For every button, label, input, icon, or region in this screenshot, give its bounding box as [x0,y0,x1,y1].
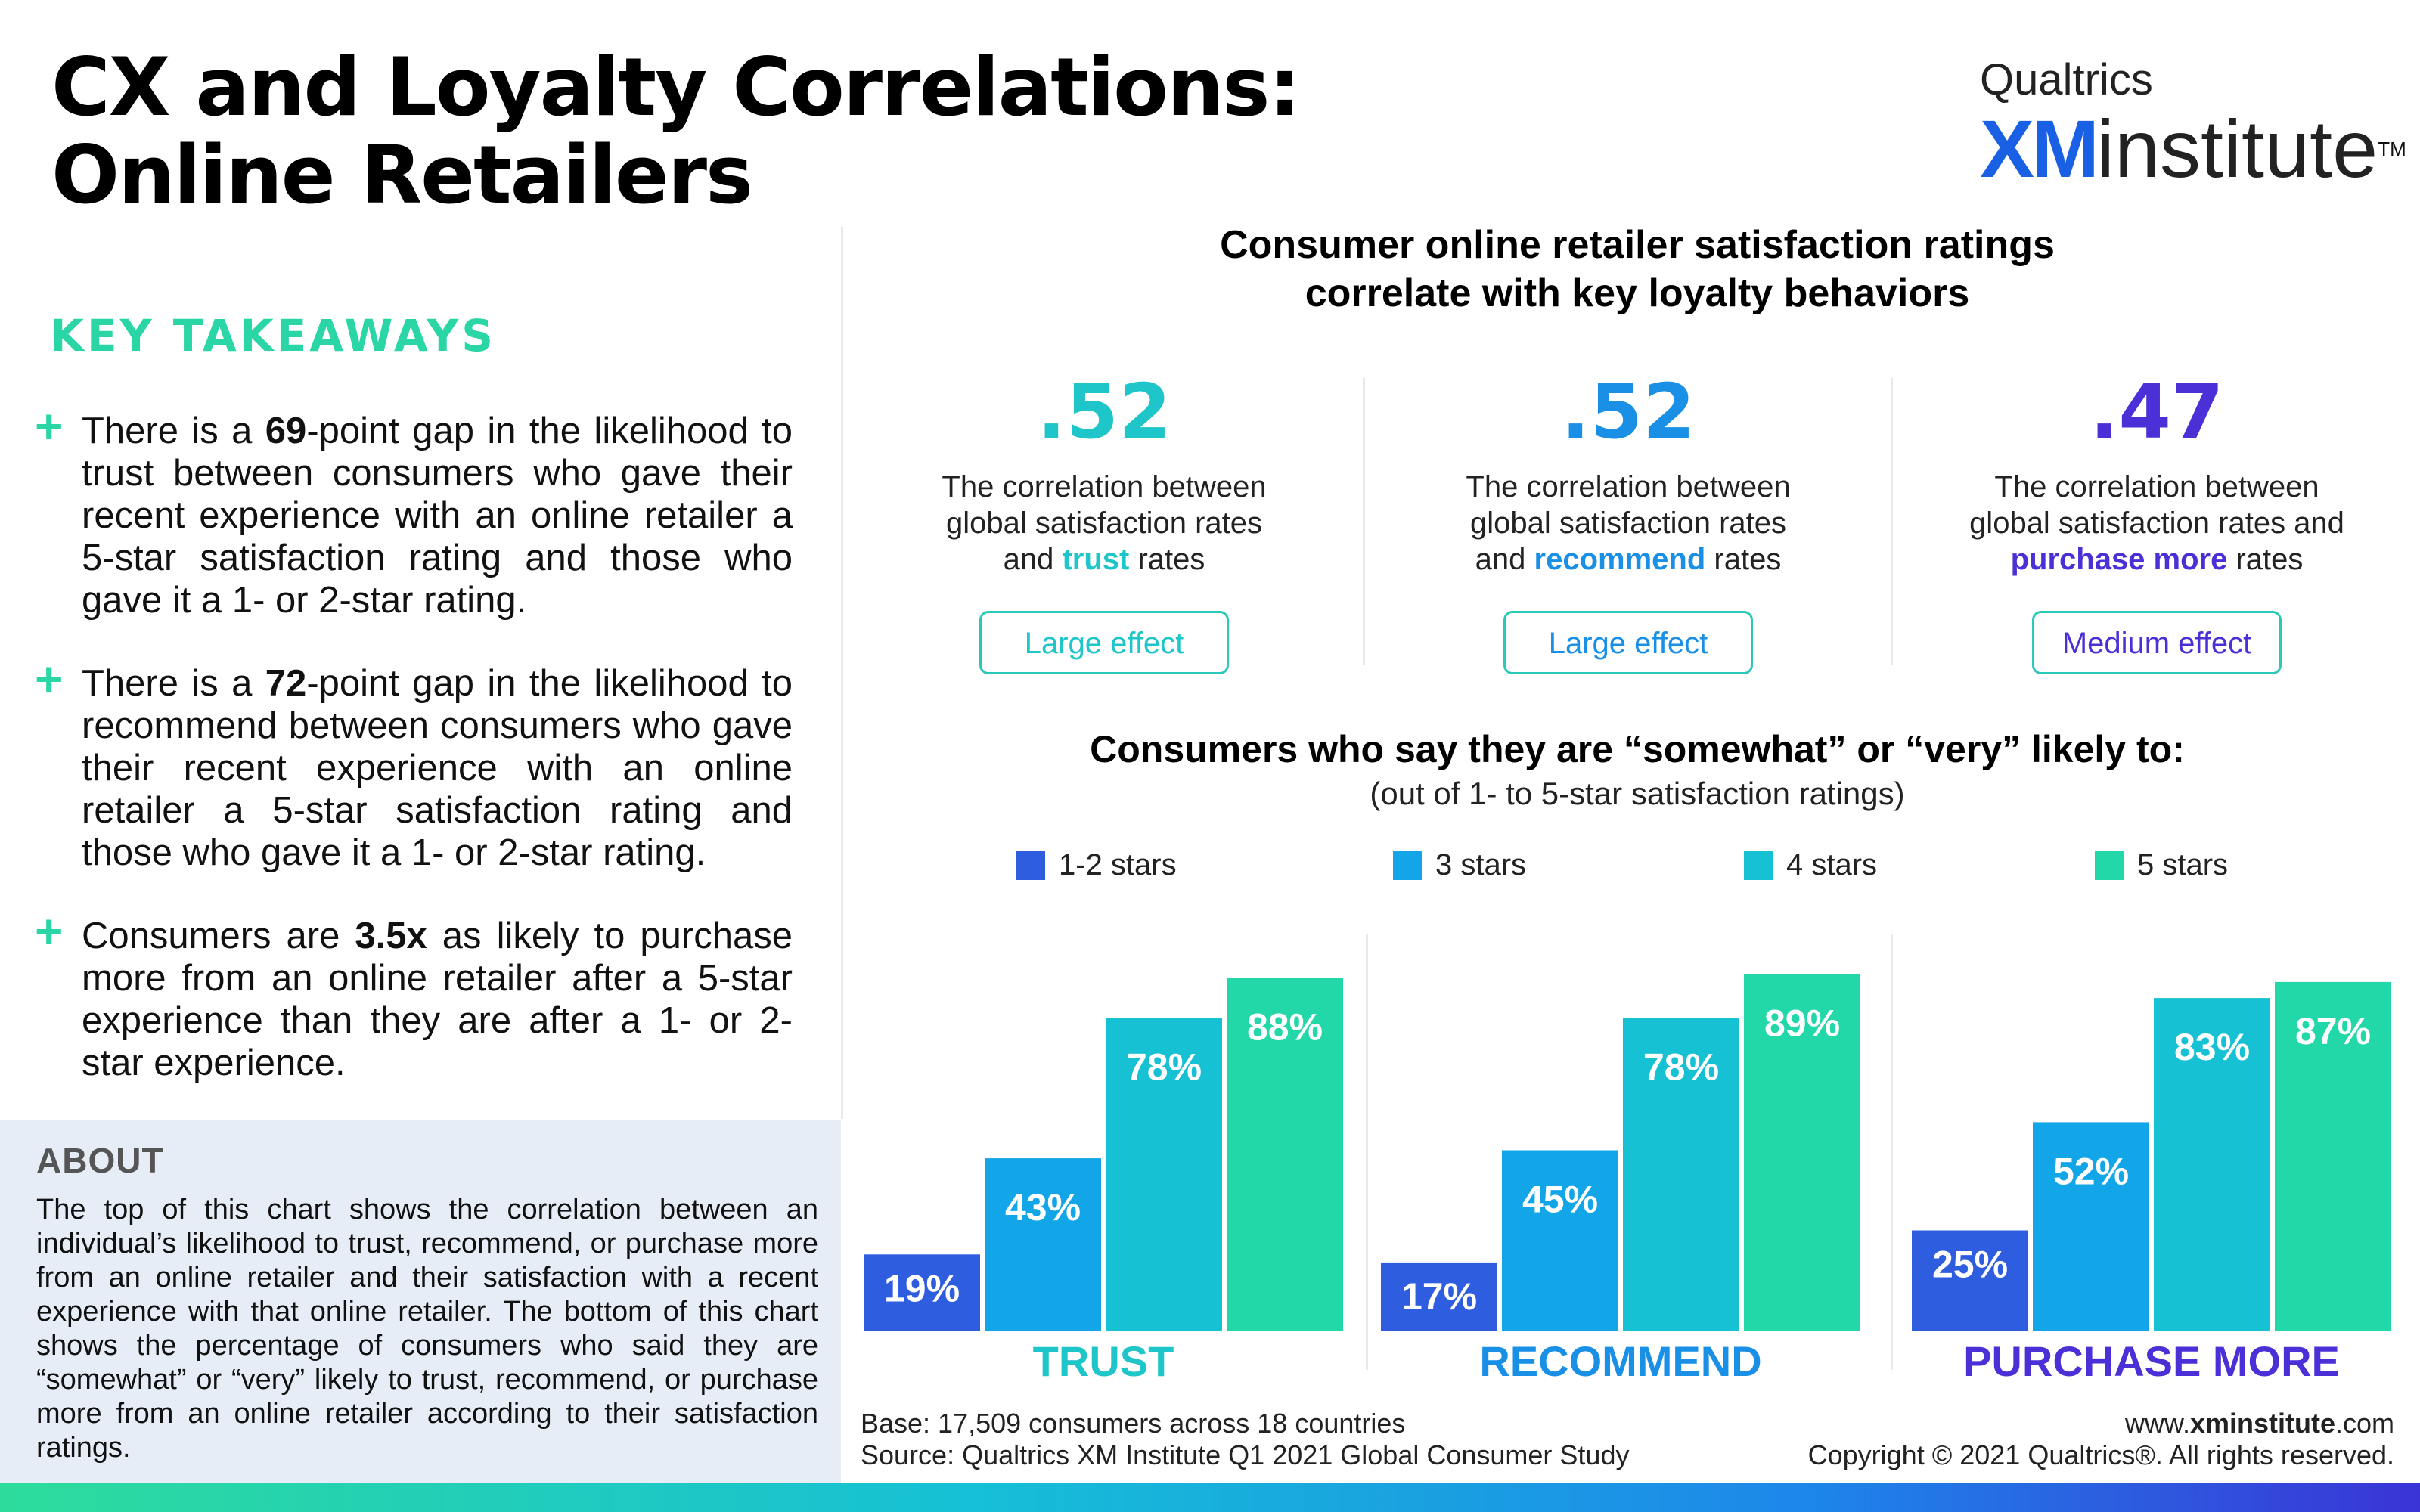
bar-value-label: 45% [1522,1179,1598,1221]
column-divider [1891,378,1893,665]
bar-value-label: 19% [884,1267,960,1309]
about-heading: ABOUT [36,1141,164,1180]
takeaway-item: + There is a 72-point gap in the likelih… [35,655,793,874]
category-label: PURCHASE MORE [1963,1337,2340,1385]
effect-size-badge: Medium effect [2032,611,2282,674]
bar-value-label: 88% [1247,1006,1323,1049]
logo-xm-text: XM [1980,103,2099,194]
legend-swatch [1016,850,1045,880]
correlation-heading: Consumer online retailer satisfaction ra… [1220,223,2055,315]
plus-icon: + [35,652,64,706]
logo-tm: TM [2378,138,2406,160]
bar-value-label: 83% [2174,1026,2250,1068]
legend-item: 5 stars [2095,848,2228,882]
correlation-description: The correlation between global satisfact… [942,470,1267,576]
correlation-value: .52 [1037,367,1171,456]
bar-value-label: 78% [1643,1046,1719,1089]
bar [2154,998,2270,1331]
legend-swatch [2095,850,2124,880]
correlation-value: .47 [2090,367,2224,456]
correlation-recommend: .52 The correlation between global satis… [1371,370,1885,674]
legend-item: 3 stars [1393,848,1526,882]
takeaway-item: + There is a 69-point gap in the likelih… [35,402,793,621]
bar [1381,1262,1497,1331]
bar [1623,1018,1739,1331]
logo-main-text: XMinstituteTM [1980,107,2406,191]
bar [1912,1230,2028,1331]
bar-value-label: 43% [1005,1186,1081,1228]
chart-subtitle: (out of 1- to 5-star satisfaction rating… [1370,776,1905,811]
correlation-value: .52 [1561,367,1696,456]
category-label: RECOMMEND [1479,1337,1761,1385]
about-text: The top of this chart shows the correlat… [36,1194,818,1464]
correlation-trust: .52 The correlation between global satis… [847,370,1361,674]
qualtrics-xm-institute-logo: Qualtrics XMinstituteTM [1950,54,2406,191]
effect-size-badge: Large effect [979,611,1229,674]
legend-item: 4 stars [1744,848,1877,882]
logo-qualtrics-text: Qualtrics [1980,55,2153,104]
chart-title: Consumers who say they are “somewhat” or… [1090,728,2185,770]
bar [1227,978,1343,1331]
page-title-line1: CX and Loyalty Correlations: [51,41,1301,134]
bar [985,1158,1101,1331]
legend-label: 3 stars [1435,848,1527,881]
footer-url[interactable]: www.xminstitute.com [2124,1408,2394,1439]
gradient-footer-bar [0,1483,2420,1512]
bar-value-label: 25% [1932,1244,2008,1286]
page-title-line2: Online Retailers [51,129,753,222]
page-title: CX and Loyalty Correlations: Online Reta… [51,41,1301,222]
legend-swatch [1393,850,1422,880]
about-panel [0,1120,841,1483]
takeaway-text: There is a 72-point gap in the likelihoo… [82,663,793,873]
bar [1502,1150,1618,1331]
bar [2275,981,2391,1331]
group-divider [1891,934,1893,1370]
correlation-description: The correlation between global satisfact… [1466,470,1791,576]
legend-label: 5 stars [2137,848,2229,881]
footer-copyright: www.xminstitute.com Copyright © 2021 Qua… [1808,1408,2394,1471]
vertical-divider [841,227,843,1119]
plus-icon: + [35,399,64,454]
bar [864,1254,980,1331]
bar-value-label: 52% [2053,1150,2129,1192]
legend-label: 1-2 stars [1059,848,1177,881]
correlation-description: The correlation between global satisfact… [1969,470,2344,576]
takeaway-item: + Consumers are 3.5x as likely to purcha… [35,907,793,1084]
legend-label: 4 stars [1786,848,1878,881]
footer-source: Base: 17,509 consumers across 18 countri… [861,1408,1629,1471]
plus-icon: + [35,904,64,959]
logo-institute-text: institute [2096,103,2378,194]
bar-value-label: 17% [1401,1275,1477,1318]
bar [1106,1018,1222,1331]
takeaway-text: Consumers are 3.5x as likely to purchase… [82,916,793,1083]
key-takeaways-heading: KEY TAKEAWAYS [50,310,497,361]
effect-size-badge: Large effect [1503,611,1753,674]
bar-value-label: 89% [1764,1002,1840,1044]
footer-base-text: Base: 17,509 consumers across 18 countri… [861,1408,1406,1439]
bar-value-label: 78% [1126,1046,1202,1089]
bar [2033,1122,2149,1331]
legend-swatch [1744,850,1773,880]
footer-source-text: Source: Qualtrics XM Institute Q1 2021 G… [861,1439,1630,1470]
category-label: TRUST [1033,1337,1174,1385]
bar-value-label: 87% [2295,1010,2371,1052]
bar [1744,974,1860,1331]
takeaway-text: There is a 69-point gap in the likelihoo… [82,411,793,621]
group-divider [1366,934,1368,1370]
copyright-text: Copyright © 2021 Qualtrics®. All rights … [1807,1439,2394,1470]
legend-item: 1-2 stars [1016,848,1177,882]
column-divider [1363,378,1365,665]
correlation-purchase-more: .47 The correlation between global satis… [1900,370,2414,674]
